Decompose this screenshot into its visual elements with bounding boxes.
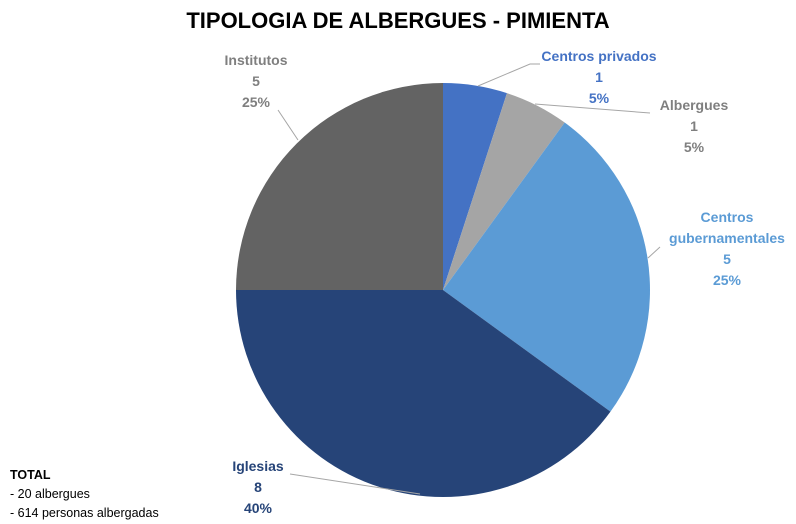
leader-line	[289, 473, 421, 495]
slice	[236, 83, 443, 290]
total-note: TOTAL - 20 albergues - 614 personas alberg…	[10, 466, 159, 523]
slice	[443, 83, 507, 290]
annotation-line: - 614 personas albergadas	[10, 506, 159, 520]
slices	[236, 83, 650, 497]
percent-label: 25%	[241, 94, 271, 110]
leader-line	[647, 246, 661, 259]
category-label: Centros privados	[541, 48, 657, 64]
chart-title: TIPOLOGIA DE ALBERGUES - PIMIENTA	[186, 8, 610, 33]
percent-label: 5%	[683, 139, 705, 155]
leader-line	[534, 103, 651, 114]
annotation-line: - 20 albergues	[10, 487, 90, 501]
leader-line	[477, 63, 540, 87]
value-label: 5	[252, 73, 260, 89]
data-label: Institutos 5 25%	[225, 50, 288, 113]
data-label: Centros privados 1 5%	[541, 46, 656, 109]
value-label: 1	[595, 69, 603, 85]
category-label: Institutos	[224, 52, 288, 68]
percent-label: 25%	[712, 272, 742, 288]
value-label: 8	[254, 479, 262, 495]
category-label: Albergues	[659, 97, 729, 113]
slice	[236, 290, 611, 497]
value-label: 5	[723, 251, 731, 267]
leader-lines	[277, 63, 661, 495]
category-label: Centros gubernamentales	[669, 209, 785, 246]
annotation-line: TOTAL	[10, 468, 51, 482]
percent-label: 5%	[588, 90, 610, 106]
slice	[443, 122, 650, 412]
category-label: Iglesias	[232, 458, 284, 474]
data-label: Iglesias 8 40%	[232, 456, 283, 519]
data-label: Centros gubernamentales 5 25%	[657, 207, 796, 291]
value-label: 1	[690, 118, 698, 134]
data-label: Albergues 1 5%	[660, 95, 728, 158]
leader-line	[277, 109, 299, 141]
percent-label: 40%	[243, 500, 273, 516]
slice	[443, 93, 565, 290]
